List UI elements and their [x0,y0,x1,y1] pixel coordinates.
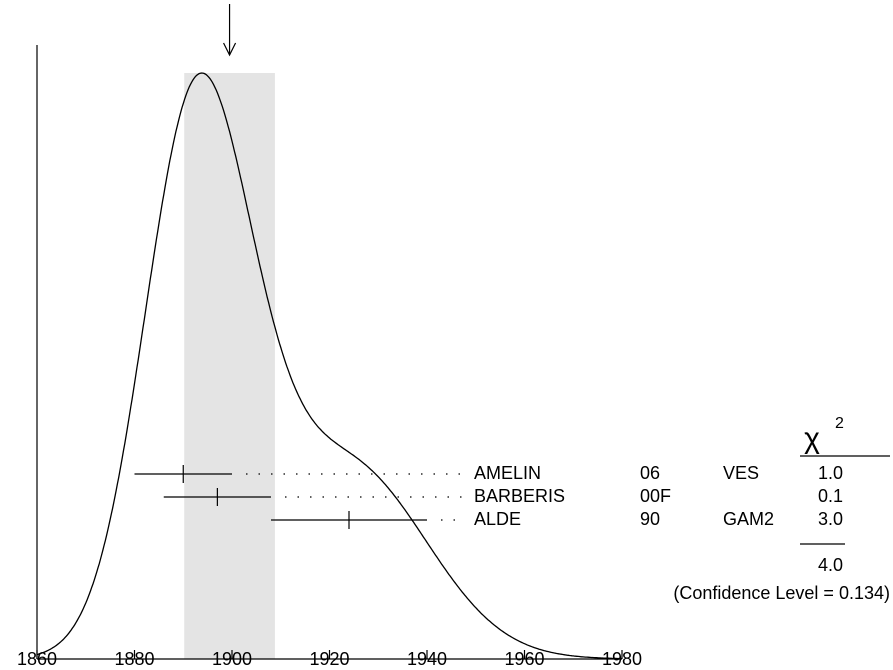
measurement-technique: VES [723,463,759,483]
measurement-technique: GAM2 [723,509,774,529]
confidence-level: (Confidence Level = 0.134) [673,583,890,603]
measurement-chi2: 0.1 [818,486,843,506]
x-tick-label: 1900 [212,649,252,669]
x-tick-label: 1880 [114,649,154,669]
measurement-chi2: 3.0 [818,509,843,529]
x-tick-label: 1860 [17,649,57,669]
chi2-exponent: 2 [835,415,844,432]
measurement-name: AMELIN [474,463,541,483]
ideogram-curve [36,72,622,660]
chi2-total: 4.0 [818,555,843,575]
measurement-name: BARBERIS [474,486,565,506]
measurement-chi2: 1.0 [818,463,843,483]
x-tick-label: 1940 [407,649,447,669]
measurement-name: ALDE [474,509,521,529]
measurement-year: 90 [640,509,660,529]
x-tick-label: 1920 [309,649,349,669]
average-band [184,73,275,659]
measurement-year: 06 [640,463,660,483]
x-tick-label: 1960 [504,649,544,669]
chi2-symbol: χ [804,422,820,455]
arrow-head [223,42,237,57]
measurement-year: 00F [640,486,671,506]
